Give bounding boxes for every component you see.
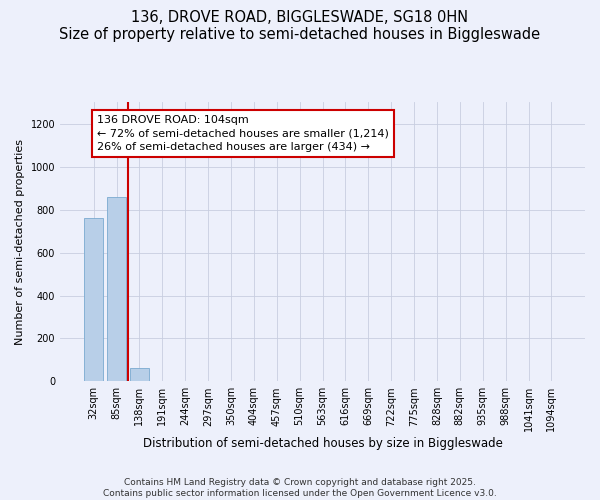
Y-axis label: Number of semi-detached properties: Number of semi-detached properties [15, 139, 25, 345]
X-axis label: Distribution of semi-detached houses by size in Biggleswade: Distribution of semi-detached houses by … [143, 437, 502, 450]
Text: 136 DROVE ROAD: 104sqm
← 72% of semi-detached houses are smaller (1,214)
26% of : 136 DROVE ROAD: 104sqm ← 72% of semi-det… [97, 116, 389, 152]
Text: Contains HM Land Registry data © Crown copyright and database right 2025.
Contai: Contains HM Land Registry data © Crown c… [103, 478, 497, 498]
Bar [130, 368, 149, 382]
Text: 136, DROVE ROAD, BIGGLESWADE, SG18 0HN
Size of property relative to semi-detache: 136, DROVE ROAD, BIGGLESWADE, SG18 0HN S… [59, 10, 541, 42]
Bar [107, 197, 126, 382]
Bar [84, 218, 103, 382]
